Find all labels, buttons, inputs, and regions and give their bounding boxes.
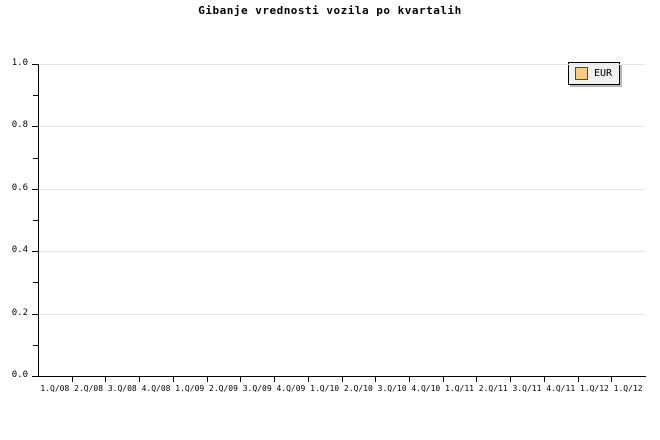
x-axis-label: 2.Q/10 [343, 384, 373, 393]
x-axis-tick [510, 377, 511, 382]
x-axis-label: 1.Q/12 [613, 384, 643, 393]
y-axis-tick [32, 251, 38, 252]
x-axis-tick [308, 377, 309, 382]
y-axis-minor-tick [33, 282, 38, 283]
x-axis-label: 2.Q/08 [74, 384, 104, 393]
x-axis-label: 2.Q/11 [478, 384, 508, 393]
x-axis-tick [207, 377, 208, 382]
x-axis-label: 3.Q/10 [377, 384, 407, 393]
x-axis-tick [173, 377, 174, 382]
y-axis-tick [32, 376, 38, 377]
x-axis-tick [476, 377, 477, 382]
legend-swatch-eur [575, 67, 588, 80]
x-axis-tick [443, 377, 444, 382]
x-axis-label: 3.Q/11 [512, 384, 542, 393]
gridline [39, 314, 645, 315]
x-axis-tick [139, 377, 140, 382]
x-axis-label: 4.Q/09 [276, 384, 306, 393]
y-axis-label: 0.0 [11, 370, 28, 380]
x-axis-tick [544, 377, 545, 382]
x-axis-tick [72, 377, 73, 382]
x-axis-tick [578, 377, 579, 382]
x-axis-label: 1.Q/11 [445, 384, 474, 393]
x-axis-label: 1.Q/09 [175, 384, 205, 393]
gridline [39, 64, 645, 65]
y-axis-minor-tick [33, 95, 38, 96]
plot-area [38, 64, 645, 376]
y-axis-tick [32, 126, 38, 127]
x-axis-label: 2.Q/09 [209, 384, 238, 393]
x-axis-tick [342, 377, 343, 382]
x-axis-tick [240, 377, 241, 382]
x-axis-label: 1.Q/10 [310, 384, 340, 393]
x-axis-label: 1.Q/12 [579, 384, 609, 393]
y-axis-tick [32, 189, 38, 190]
x-axis-tick [274, 377, 275, 382]
x-axis-tick [611, 377, 612, 382]
gridline [39, 251, 645, 252]
x-axis-tick [375, 377, 376, 382]
x-axis-line [38, 376, 646, 377]
legend-label-eur: EUR [594, 67, 613, 79]
y-axis-label: 1.0 [11, 58, 28, 68]
y-axis-line [38, 64, 39, 377]
gridline [39, 126, 645, 127]
gridline [39, 189, 645, 190]
x-axis-label: 3.Q/09 [242, 384, 272, 393]
chart-title: Gibanje vrednosti vozila po kvartalih [198, 4, 462, 17]
x-axis-tick [105, 377, 106, 382]
x-axis-label: 4.Q/10 [411, 384, 441, 393]
y-axis-label: 0.2 [11, 308, 28, 318]
y-axis-label: 0.8 [11, 120, 28, 130]
x-axis-label: 3.Q/08 [107, 384, 137, 393]
y-axis-minor-tick [33, 220, 38, 221]
x-axis-label: 4.Q/08 [141, 384, 171, 393]
y-axis-label: 0.4 [11, 245, 28, 255]
x-axis-label: 4.Q/11 [546, 384, 576, 393]
y-axis-label: 0.6 [11, 183, 28, 193]
x-axis-label: 1.Q/08 [40, 384, 70, 393]
y-axis-minor-tick [33, 345, 38, 346]
x-axis-tick [409, 377, 410, 382]
y-axis-minor-tick [33, 158, 38, 159]
chart-legend[interactable]: EUR [568, 62, 621, 85]
y-axis-tick [32, 64, 38, 65]
y-axis-tick [32, 314, 38, 315]
